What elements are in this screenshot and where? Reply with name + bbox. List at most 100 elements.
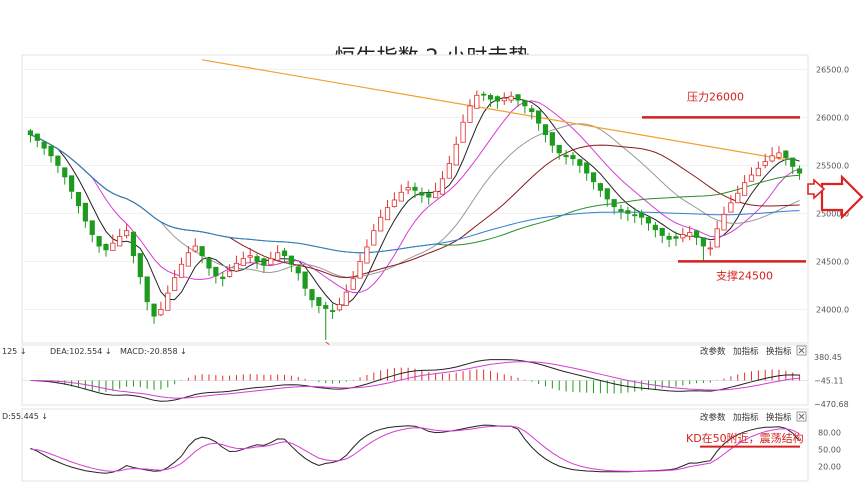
- candle-body: [460, 121, 466, 143]
- candle-body: [563, 154, 569, 158]
- candle-body: [172, 277, 178, 291]
- candle-body: [398, 191, 404, 202]
- kd-tick-label: 20.00: [818, 463, 841, 472]
- candle-body: [55, 155, 61, 166]
- candle-body: [556, 144, 562, 154]
- macd-btn-add[interactable]: 加指标: [733, 346, 759, 357]
- price-tick-label: 26000.0: [816, 113, 849, 122]
- candle-body: [673, 236, 679, 239]
- candle-body: [666, 235, 672, 240]
- candle-body: [474, 94, 480, 109]
- price-tick-label: 26500.0: [816, 65, 849, 74]
- candle-body: [226, 270, 233, 277]
- candle-body: [707, 247, 713, 250]
- candle-body: [206, 257, 212, 269]
- kd-tick-label: 50.00: [818, 446, 841, 455]
- candle-body: [659, 227, 665, 236]
- right-arrow-small-icon: [807, 178, 826, 200]
- candle-body: [625, 210, 631, 214]
- candle-body: [439, 178, 446, 195]
- resistance-trendline: [202, 59, 786, 161]
- candle-body: [542, 124, 549, 136]
- candle-body: [151, 303, 157, 317]
- candle-body: [604, 188, 610, 200]
- candle-body: [110, 242, 116, 251]
- kd-btn-switch[interactable]: 换指标: [766, 412, 792, 423]
- candle-body: [75, 191, 82, 207]
- macd-label-macd: MACD:-20.858 ↓: [120, 347, 187, 356]
- candle-body: [755, 167, 761, 177]
- candle-body: [41, 141, 47, 149]
- candle-body: [590, 172, 597, 183]
- macd-btn-switch[interactable]: 换指标: [766, 346, 792, 357]
- candle-body: [371, 230, 377, 246]
- resistance-label: 压力26000: [687, 90, 744, 103]
- macd-btn-params[interactable]: 改参数: [700, 346, 726, 357]
- candle-body: [103, 244, 109, 251]
- macd-label-dea: DEA:102.554 ↓: [50, 347, 112, 356]
- candle-body: [302, 271, 308, 289]
- candle-body: [597, 183, 604, 191]
- macd-dif-line: [30, 359, 800, 402]
- kd-annotation: KD在50附近，震荡结构: [686, 431, 804, 445]
- candle-body: [192, 245, 198, 252]
- main-panel-frame: [21, 54, 809, 344]
- candle-body: [790, 157, 796, 167]
- candle-body: [783, 150, 789, 159]
- candle-body: [446, 163, 452, 179]
- candle-body: [261, 258, 267, 266]
- candle-body: [336, 304, 343, 311]
- candle-body: [433, 190, 439, 199]
- right-arrow-icon: [820, 174, 864, 220]
- candle-body: [762, 161, 768, 166]
- candle-body: [220, 276, 226, 280]
- candle-body: [639, 212, 645, 218]
- candle-body: [687, 232, 693, 237]
- kd-d-line: [30, 425, 800, 472]
- candle-body: [748, 174, 755, 182]
- kd-btn-add[interactable]: 加指标: [733, 412, 759, 423]
- close-icon: [798, 347, 805, 354]
- candle-body: [96, 236, 102, 247]
- kd-panel-frame: [21, 408, 809, 482]
- candle-body: [62, 167, 68, 178]
- candle-body: [714, 228, 720, 248]
- candle-body: [89, 220, 95, 235]
- candle-body: [412, 186, 418, 191]
- kd-label-d: D:55.445 ↓: [2, 412, 48, 421]
- candle-body: [350, 278, 356, 290]
- candle-body: [405, 187, 411, 191]
- candle-body: [721, 213, 727, 231]
- kd-btn-params[interactable]: 改参数: [700, 412, 726, 423]
- candle-body: [742, 182, 748, 196]
- candle-body: [158, 308, 164, 316]
- candle-body: [796, 168, 803, 174]
- candle-body: [343, 291, 349, 306]
- candle-body: [645, 216, 652, 224]
- candle-body: [178, 263, 185, 278]
- price-tick-label: 24000.0: [816, 305, 849, 314]
- candle-body: [453, 143, 459, 166]
- candle-body: [735, 192, 741, 204]
- candle-body: [618, 208, 624, 212]
- candle-body: [693, 230, 700, 238]
- candle-body: [213, 266, 219, 277]
- kd-k-line: [30, 424, 800, 474]
- candle-body: [529, 108, 535, 113]
- candle-body: [577, 159, 583, 166]
- candle-body: [652, 224, 658, 231]
- candle-body: [378, 216, 384, 232]
- price-tick-label: 24500.0: [816, 257, 849, 266]
- macd-label-main: 125 ↓: [2, 347, 27, 356]
- candle-body: [48, 145, 54, 157]
- candle-body: [309, 289, 315, 301]
- candle-body: [700, 237, 707, 247]
- candle-body: [268, 258, 274, 266]
- candle-body: [419, 191, 425, 196]
- macd-tick-label: 380.45: [814, 353, 842, 362]
- candle-body: [584, 162, 590, 174]
- candle-body: [295, 266, 301, 274]
- candle-body: [536, 110, 542, 124]
- moving-average-line: [30, 134, 800, 254]
